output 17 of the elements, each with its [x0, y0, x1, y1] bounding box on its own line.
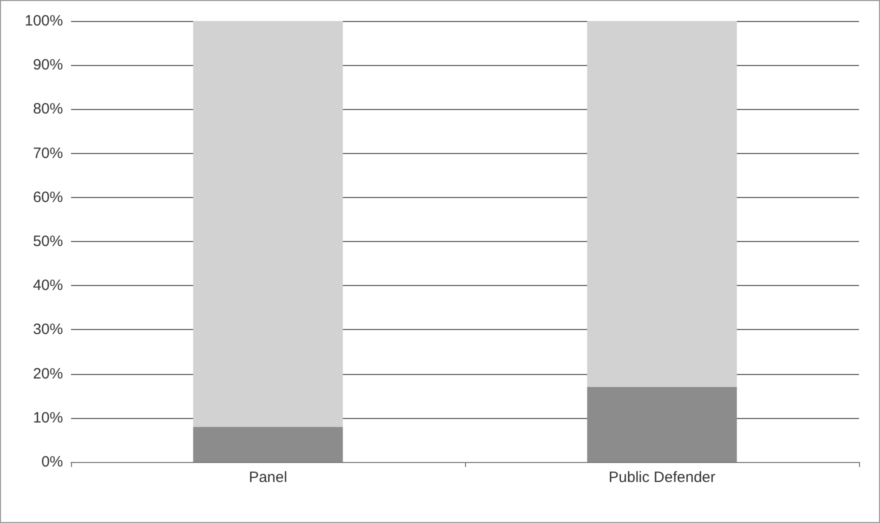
- y-tick-label: 10%: [32, 409, 63, 426]
- y-tick-label: 50%: [32, 233, 63, 250]
- bar: [193, 426, 343, 462]
- bar: [587, 21, 737, 388]
- x-tick-label: Public Defender: [608, 469, 716, 486]
- y-tick-label: 30%: [32, 321, 63, 338]
- x-tick-label: Panel: [248, 469, 288, 486]
- bar: [193, 21, 343, 427]
- y-tick-label: 80%: [32, 100, 63, 118]
- y-tick-label: 90%: [32, 56, 63, 74]
- y-tick-label: 70%: [32, 144, 63, 162]
- bar: [587, 387, 737, 462]
- y-tick-label: 0%: [41, 454, 63, 470]
- y-tick-label: 20%: [32, 365, 63, 382]
- y-tick-label: 40%: [32, 277, 63, 294]
- y-tick-label: 100%: [24, 12, 63, 30]
- y-tick-label: 60%: [32, 188, 63, 206]
